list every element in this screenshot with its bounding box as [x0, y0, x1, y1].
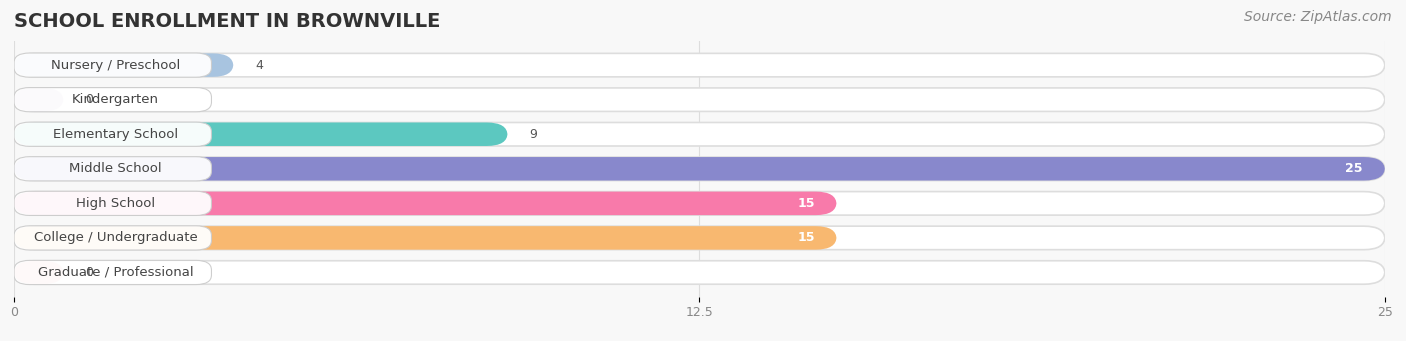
FancyBboxPatch shape: [14, 157, 1385, 180]
FancyBboxPatch shape: [14, 261, 1385, 284]
FancyBboxPatch shape: [14, 157, 211, 181]
Text: Middle School: Middle School: [69, 162, 162, 175]
Text: 0: 0: [86, 93, 93, 106]
FancyBboxPatch shape: [14, 53, 1385, 77]
Text: 0: 0: [86, 266, 93, 279]
Text: High School: High School: [76, 197, 155, 210]
Text: Graduate / Professional: Graduate / Professional: [38, 266, 193, 279]
Text: College / Undergraduate: College / Undergraduate: [34, 232, 197, 244]
Text: 9: 9: [530, 128, 537, 141]
FancyBboxPatch shape: [14, 192, 837, 215]
Text: Kindergarten: Kindergarten: [72, 93, 159, 106]
FancyBboxPatch shape: [14, 122, 1385, 146]
FancyBboxPatch shape: [14, 122, 508, 146]
FancyBboxPatch shape: [14, 122, 211, 146]
Text: 15: 15: [797, 197, 814, 210]
FancyBboxPatch shape: [14, 261, 63, 284]
Text: 4: 4: [256, 59, 263, 72]
Text: Nursery / Preschool: Nursery / Preschool: [51, 59, 180, 72]
FancyBboxPatch shape: [14, 261, 211, 285]
FancyBboxPatch shape: [14, 53, 211, 77]
FancyBboxPatch shape: [14, 226, 1385, 250]
Text: Elementary School: Elementary School: [53, 128, 179, 141]
FancyBboxPatch shape: [14, 191, 211, 216]
FancyBboxPatch shape: [14, 157, 1385, 180]
Text: 15: 15: [797, 232, 814, 244]
FancyBboxPatch shape: [14, 226, 837, 250]
Text: Source: ZipAtlas.com: Source: ZipAtlas.com: [1244, 10, 1392, 24]
FancyBboxPatch shape: [14, 88, 1385, 112]
FancyBboxPatch shape: [14, 88, 63, 112]
FancyBboxPatch shape: [14, 226, 211, 250]
FancyBboxPatch shape: [14, 192, 1385, 215]
Text: SCHOOL ENROLLMENT IN BROWNVILLE: SCHOOL ENROLLMENT IN BROWNVILLE: [14, 12, 440, 31]
FancyBboxPatch shape: [14, 88, 211, 112]
FancyBboxPatch shape: [14, 53, 233, 77]
Text: 25: 25: [1346, 162, 1362, 175]
